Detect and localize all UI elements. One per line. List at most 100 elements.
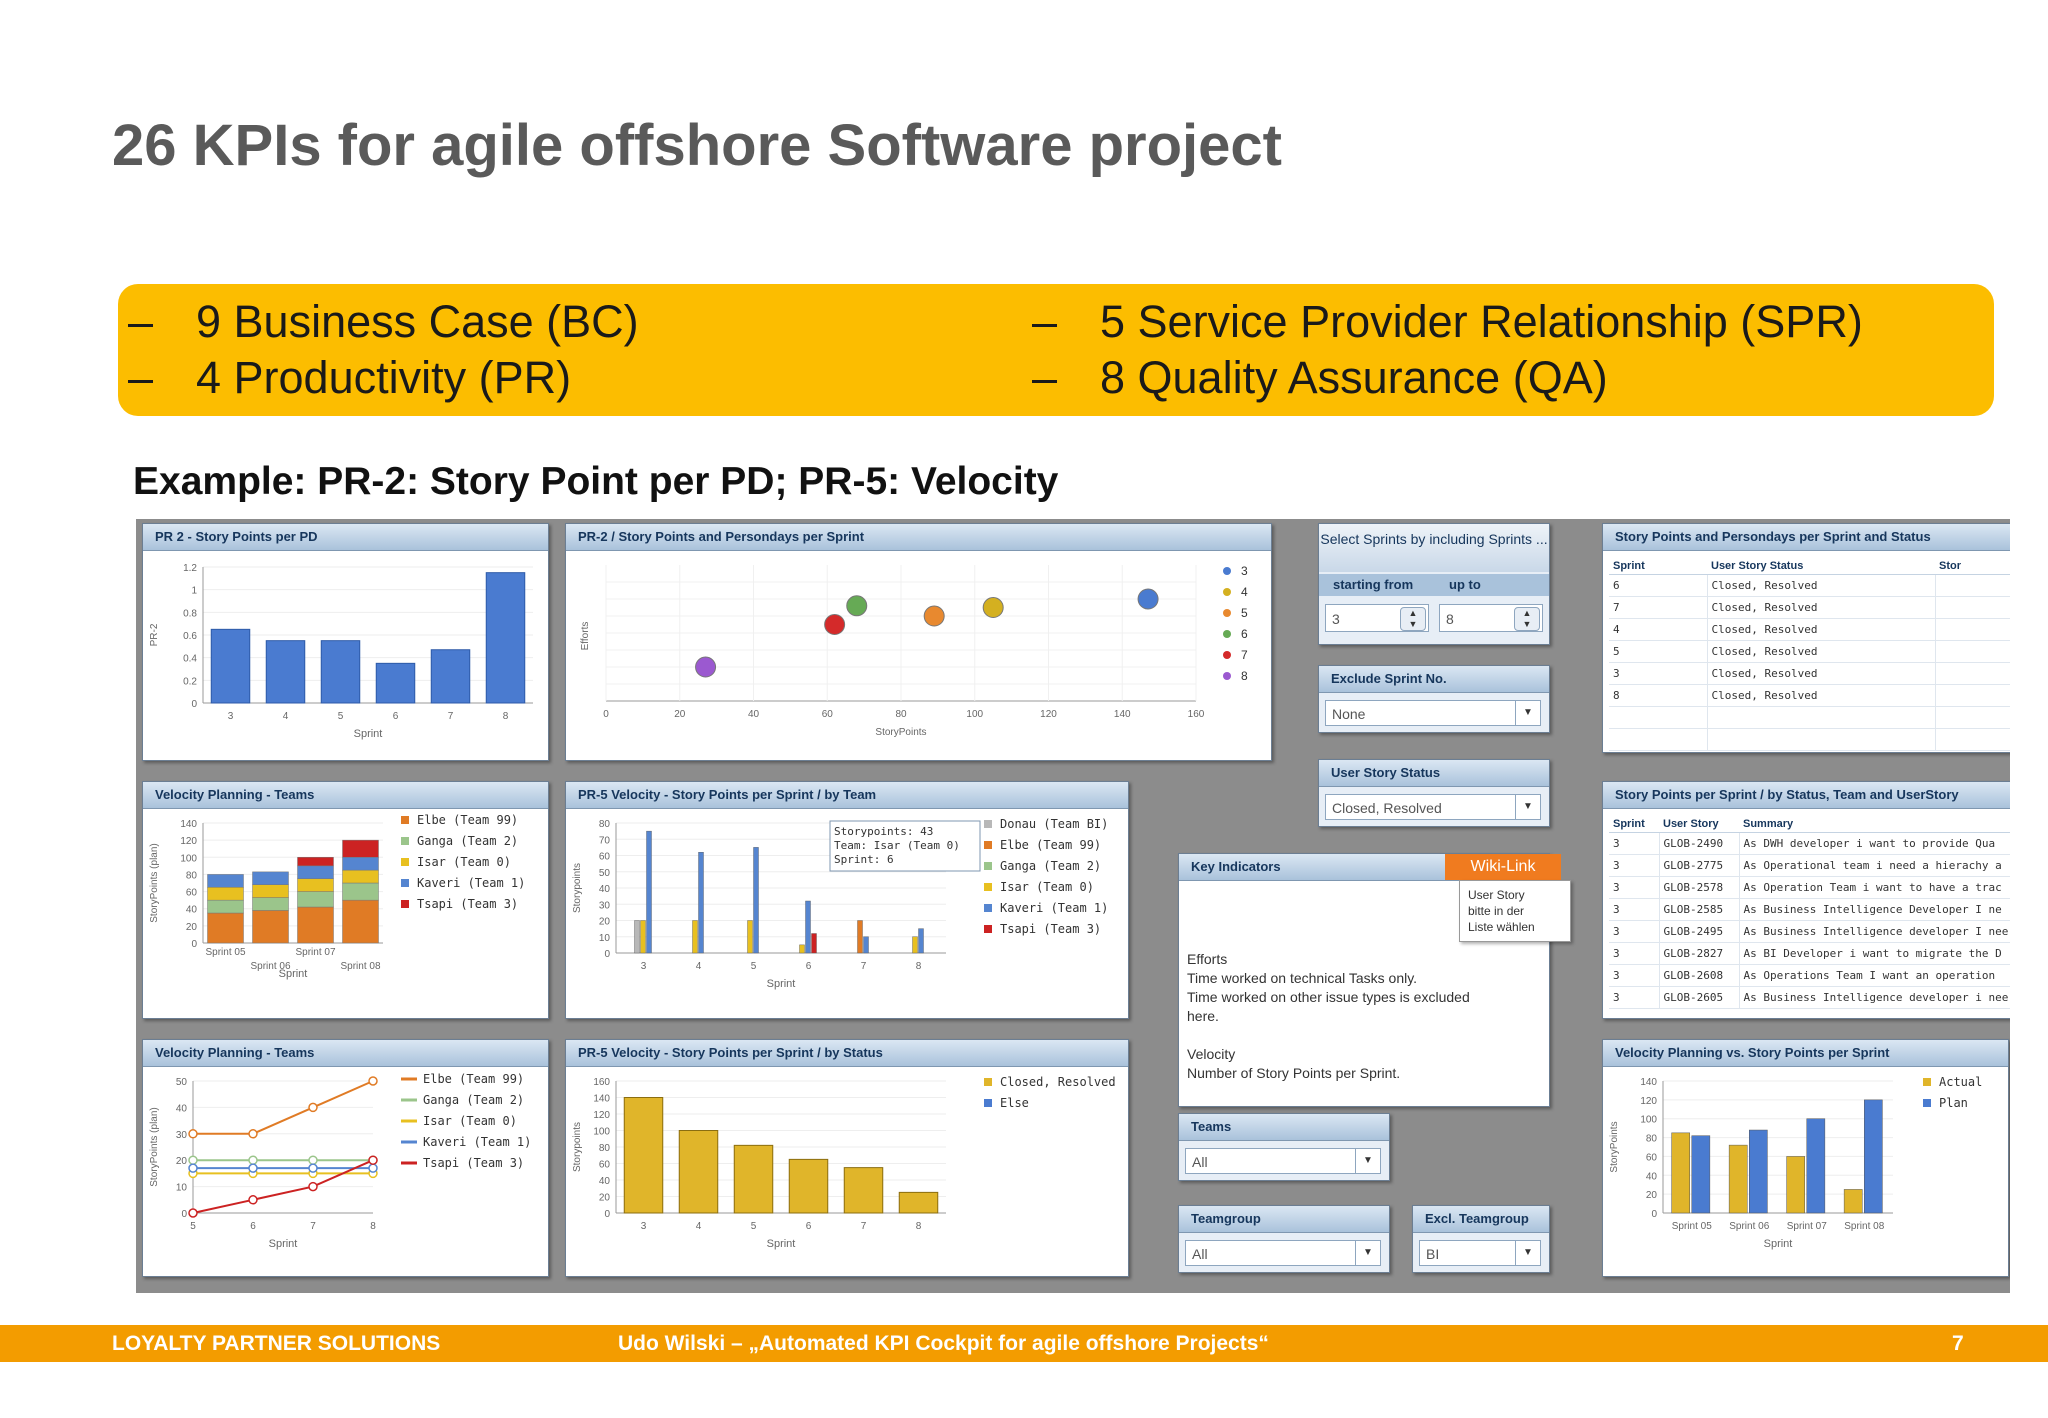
legend-label: Ganga (Team 2) [423,1093,524,1107]
dropdown-arrow-icon[interactable]: ▼ [1515,795,1540,819]
line-point [248,1129,258,1139]
legend-swatch [1923,1099,1931,1107]
column-header[interactable]: User Story Status [1707,558,1935,575]
y-tick-label: 140 [593,1094,610,1105]
panel-velocity-planning-vs-actual: Velocity Planning vs. Story Points per S… [1602,1039,2009,1277]
wiki-link-button[interactable]: Wiki-Link [1445,854,1561,880]
table-row[interactable]: 7 Closed, Resolved [1609,596,2010,619]
cell-sprint: 3 [1609,964,1660,987]
x-tick-label: 3 [228,711,234,722]
cell-sprint: 8 [1609,684,1708,707]
x-tick-label: 8 [370,1221,376,1232]
bar [1806,1118,1826,1214]
legend-label: 6 [1241,627,1248,641]
teamgroup-value: All [1192,1246,1208,1262]
cell-sprint: 3 [1609,662,1708,685]
y-tick-label: 0.4 [183,654,197,665]
legend-label: Elbe (Team 99) [417,813,518,827]
stacked-bar-segment [207,899,244,914]
cell-status: Closed, Resolved [1707,662,1936,685]
table-row[interactable] [1609,728,2010,751]
end-sprint-stepper[interactable]: 8 ▲ ▼ [1439,604,1543,632]
table-row[interactable]: 5 Closed, Resolved [1609,640,2010,663]
exclude-sprint-select[interactable]: None ▼ [1325,700,1541,726]
y-axis-label: StoryPoints [1609,1121,1620,1172]
line-point [368,1163,378,1173]
y-tick-label: 40 [186,905,198,916]
filter-title: Excl. Teamgroup [1413,1206,1549,1233]
bar [805,900,811,954]
bar [634,920,640,954]
cell-sprint: 3 [1609,898,1660,921]
start-sprint-stepper[interactable]: 3 ▲ ▼ [1325,604,1429,632]
cell-empty [1935,574,2010,597]
table-row[interactable]: 8 Closed, Resolved [1609,684,2010,707]
y-tick-label: 20 [176,1156,188,1167]
line-point [368,1155,378,1165]
column-header[interactable]: Sprint [1609,816,1659,833]
stepper-arrows-icon[interactable]: ▲ ▼ [1400,607,1426,631]
line-point [188,1163,198,1173]
cell-sprint: 3 [1609,942,1660,965]
stacked-bar-segment [297,878,334,892]
dropdown-arrow-icon[interactable]: ▼ [1515,1241,1540,1265]
x-tick-label: 5 [338,711,344,722]
kpi-item-business-case: –9 Business Case (BC) [128,296,639,348]
table-row[interactable]: 3 GLOB-2578 As Operation Team i want to ha… [1609,876,2010,899]
cell-user-story: GLOB-2585 [1659,898,1740,921]
table-row[interactable]: 4 Closed, Resolved [1609,618,2010,641]
teams-select[interactable]: All ▼ [1185,1148,1381,1174]
table-row[interactable]: 3 GLOB-2827 As BI Developer i want to migr… [1609,942,2010,965]
dropdown-arrow-icon[interactable]: ▼ [1355,1241,1380,1265]
column-header[interactable]: Summary [1739,816,2010,833]
line-point [368,1076,378,1086]
table-row[interactable] [1609,706,2010,729]
column-header[interactable]: Sprint [1609,558,1707,575]
cell-user-story: GLOB-2605 [1659,986,1740,1009]
cell-empty [1935,728,2010,751]
y-axis-label: StoryPoints (plan) [149,1107,160,1186]
teamgroup-select[interactable]: All ▼ [1185,1240,1381,1266]
exclude-teamgroup-select[interactable]: BI ▼ [1419,1240,1541,1266]
y-tick-label: 0 [181,1209,187,1220]
table-row[interactable]: 3 GLOB-2605 As Business Intelligence devel… [1609,986,2010,1009]
table-row[interactable]: 3 Closed, Resolved [1609,662,2010,685]
bar [678,1130,719,1214]
user-story-status-filter: User Story Status Closed, Resolved ▼ [1318,759,1550,827]
x-axis-label: Sprint [354,728,383,740]
y-tick-label: 0 [191,939,197,950]
table-row[interactable]: 3 GLOB-2495 As Business Intelligence devel… [1609,920,2010,943]
x-axis-label: Sprint [767,978,796,990]
dropdown-arrow-icon[interactable]: ▼ [1355,1149,1380,1173]
table-row[interactable]: 6 Closed, Resolved [1609,574,2010,597]
table-row[interactable]: 3 GLOB-2775 As Operational team i need a h… [1609,854,2010,877]
table-row[interactable]: 3 GLOB-2585 As Business Intelligence Devel… [1609,898,2010,921]
stacked-bar-segment [252,910,289,944]
y-tick-label: 30 [176,1130,188,1141]
teams-value: All [1192,1154,1208,1170]
x-tick-label: 80 [895,709,907,720]
cell-empty [1707,728,1936,751]
legend-swatch [1923,1078,1931,1086]
velocity-planning-line-chart: 0 10 20 30 40 50 StoryPoints (plan) Sprint 5 6 7 8 E… [149,1072,531,1250]
stacked-bar-segment [207,887,244,901]
y-tick-label: 80 [599,819,611,830]
stepper-arrows-icon[interactable]: ▲ ▼ [1514,607,1540,631]
y-tick-label: 140 [180,819,197,830]
dropdown-arrow-icon[interactable]: ▼ [1515,701,1540,725]
dash-bullet: – [128,296,154,347]
column-header[interactable]: User Story [1659,816,1739,833]
x-tick-label: 8 [503,711,509,722]
table-row[interactable]: 3 GLOB-2608 As Operations Team I want an o… [1609,964,2010,987]
user-story-status-select[interactable]: Closed, Resolved ▼ [1325,794,1541,820]
table-row[interactable]: 3 GLOB-2490 As DWH developer i want to pro… [1609,832,2010,855]
y-tick-label: 140 [1640,1077,1657,1088]
legend-swatch [984,1099,992,1107]
column-header[interactable]: Stor [1935,558,2010,575]
y-tick-label: 10 [176,1183,188,1194]
key-indicators-panel: Key Indicators Wiki-Link User Story bitt… [1178,853,1571,1107]
bar [430,649,471,704]
bar [1728,1144,1748,1214]
bar [623,1097,664,1214]
x-tick-label: 7 [861,1221,867,1232]
